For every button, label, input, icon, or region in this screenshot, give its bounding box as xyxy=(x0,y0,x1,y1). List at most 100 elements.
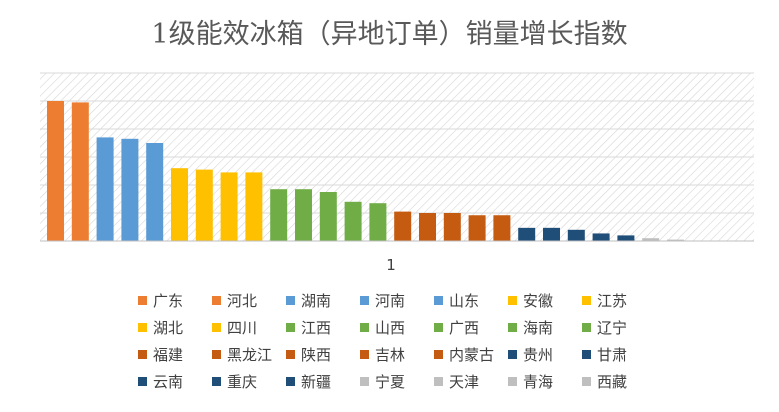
legend-swatch xyxy=(138,295,147,305)
legend-swatch xyxy=(212,376,221,386)
bar-18 xyxy=(468,215,486,241)
legend-swatch xyxy=(286,376,295,386)
legend-swatch xyxy=(360,322,369,332)
legend-item: 云南 xyxy=(138,371,183,391)
bar-3 xyxy=(96,137,114,241)
legend-label: 山西 xyxy=(375,318,406,337)
legend-label: 青海 xyxy=(523,372,554,391)
legend-item: 辽宁 xyxy=(582,317,627,337)
legend-swatch xyxy=(582,349,591,359)
legend-item: 江苏 xyxy=(582,290,627,310)
legend-item: 吉林 xyxy=(360,344,405,364)
legend-swatch xyxy=(582,295,591,305)
bar-14 xyxy=(369,203,387,241)
legend-swatch xyxy=(508,295,517,305)
legend-label: 重庆 xyxy=(227,372,258,391)
bar-23 xyxy=(592,233,610,241)
legend-swatch xyxy=(508,349,517,359)
legend-item: 内蒙古 xyxy=(434,344,494,364)
bar-8 xyxy=(220,172,238,241)
legend-swatch xyxy=(138,376,147,386)
bar-20 xyxy=(518,227,536,241)
legend-label: 河南 xyxy=(375,291,406,310)
bar-11 xyxy=(295,189,312,241)
legend-item: 西藏 xyxy=(582,371,627,391)
legend-label: 西藏 xyxy=(597,372,628,391)
legend-item: 天津 xyxy=(434,371,479,391)
bar-5 xyxy=(146,143,164,241)
legend-label: 广西 xyxy=(449,318,480,337)
legend-label: 福建 xyxy=(153,345,184,364)
legend-label: 广东 xyxy=(153,291,184,310)
legend-label: 吉林 xyxy=(375,345,406,364)
legend-item: 山东 xyxy=(434,290,479,310)
x-tick-label: 1 xyxy=(386,256,396,274)
legend-item: 安徽 xyxy=(508,290,553,310)
bar-17 xyxy=(443,213,461,241)
legend-swatch xyxy=(212,349,221,359)
bar-1 xyxy=(47,101,64,241)
legend-swatch xyxy=(434,376,443,386)
legend-swatch xyxy=(360,376,369,386)
bar-6 xyxy=(171,168,188,241)
legend-item: 河南 xyxy=(360,290,405,310)
chart-title: 1级能效冰箱（异地订单）销量增长指数 xyxy=(151,19,628,50)
legend-swatch xyxy=(582,322,591,332)
legend-item: 新疆 xyxy=(286,371,331,391)
legend-item: 陕西 xyxy=(286,344,331,364)
bar-9 xyxy=(245,172,263,241)
bar-2 xyxy=(71,102,89,242)
legend-label: 内蒙古 xyxy=(449,345,495,364)
legend-item: 甘肃 xyxy=(582,344,627,364)
legend-item: 河北 xyxy=(212,290,257,310)
legend-label: 山东 xyxy=(449,291,480,310)
legend-swatch xyxy=(138,349,147,359)
legend-swatch xyxy=(360,295,369,305)
bar-24 xyxy=(617,235,635,241)
bar-25 xyxy=(642,238,660,241)
legend-label: 陕西 xyxy=(301,345,332,364)
legend-label: 四川 xyxy=(227,318,258,337)
legend-item: 江西 xyxy=(286,317,331,337)
legend-swatch xyxy=(212,322,221,332)
legend-label: 江苏 xyxy=(597,291,628,310)
legend-label: 贵州 xyxy=(523,345,554,364)
bar-10 xyxy=(270,189,288,241)
legend-item: 福建 xyxy=(138,344,183,364)
legend-swatch xyxy=(434,295,443,305)
bar-7 xyxy=(195,169,213,241)
legend-item: 重庆 xyxy=(212,371,257,391)
legend-label: 新疆 xyxy=(301,372,332,391)
legend-item: 海南 xyxy=(508,317,553,337)
legend-swatch xyxy=(286,349,295,359)
legend-item: 宁夏 xyxy=(360,371,405,391)
bar-21 xyxy=(543,227,560,241)
bar-12 xyxy=(319,192,337,241)
legend-item: 广东 xyxy=(138,290,183,310)
legend-label: 湖北 xyxy=(153,318,184,337)
bar-26 xyxy=(667,239,684,241)
legend-item: 湖南 xyxy=(286,290,331,310)
legend-item: 四川 xyxy=(212,317,257,337)
legend-item: 青海 xyxy=(508,371,553,391)
legend-label: 天津 xyxy=(449,372,480,391)
legend-label: 湖南 xyxy=(301,291,332,310)
legend-label: 河北 xyxy=(227,291,258,310)
legend-swatch xyxy=(286,295,295,305)
legend-label: 甘肃 xyxy=(597,345,628,364)
legend-item: 湖北 xyxy=(138,317,183,337)
bar-19 xyxy=(493,215,511,241)
legend-label: 海南 xyxy=(523,318,554,337)
legend-swatch xyxy=(508,322,517,332)
legend-label: 云南 xyxy=(153,372,184,391)
legend-swatch xyxy=(212,295,221,305)
bar-13 xyxy=(344,201,362,241)
legend-swatch xyxy=(434,349,443,359)
legend-swatch xyxy=(138,322,147,332)
legend-swatch xyxy=(434,322,443,332)
legend-label: 宁夏 xyxy=(375,372,406,391)
legend-swatch xyxy=(360,349,369,359)
bar-15 xyxy=(394,211,412,241)
legend-swatch xyxy=(286,322,295,332)
legend-label: 黑龙江 xyxy=(227,345,273,364)
